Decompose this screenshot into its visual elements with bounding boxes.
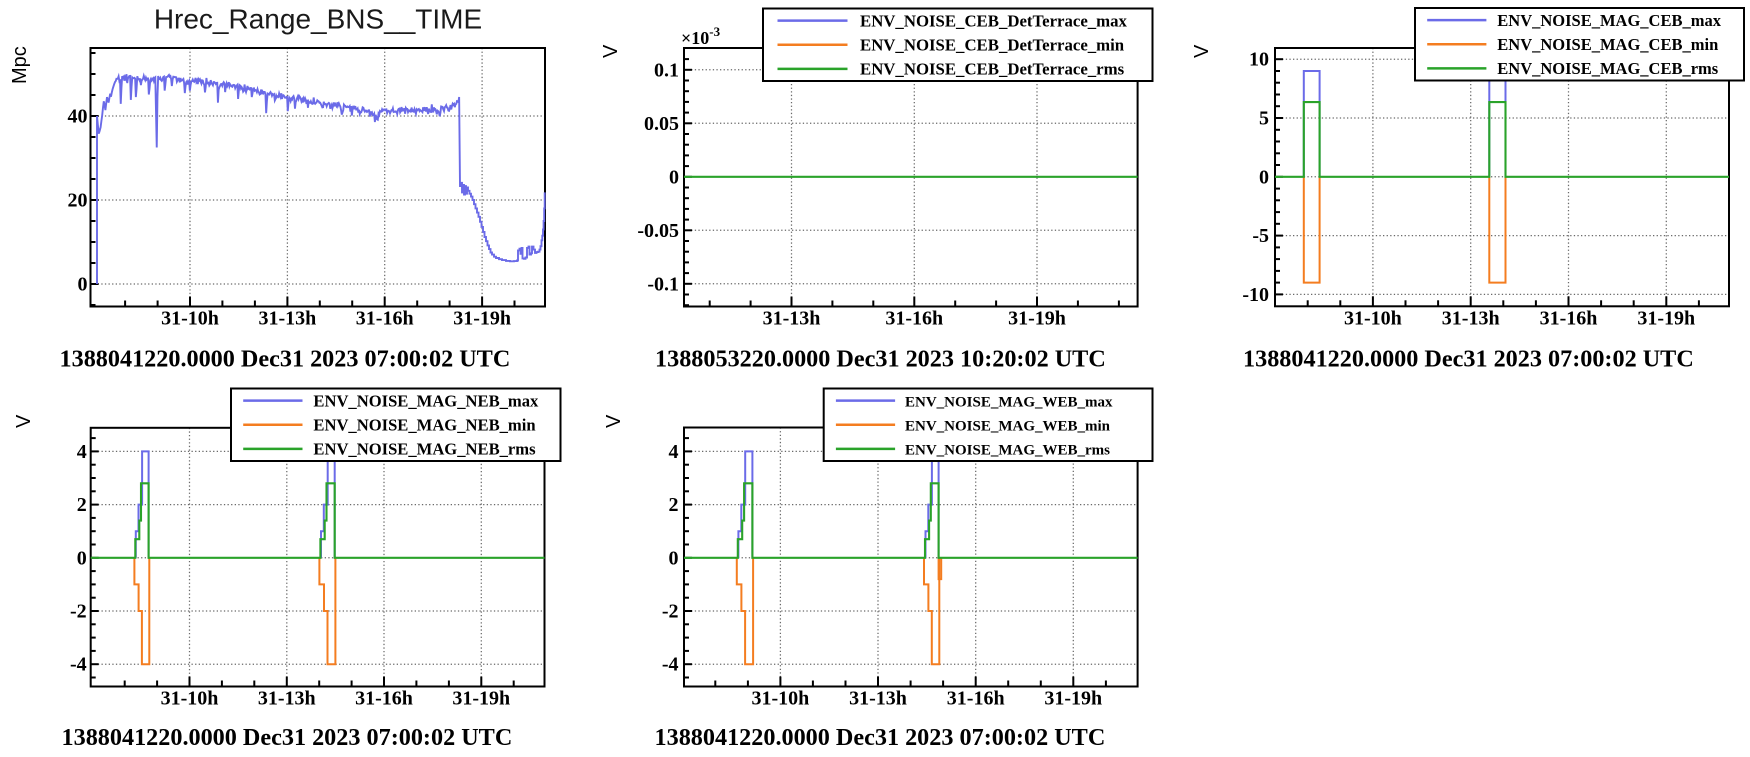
svg-text:31-19h: 31-19h bbox=[1637, 307, 1695, 329]
svg-text:V: V bbox=[600, 44, 622, 58]
svg-text:-5: -5 bbox=[1252, 225, 1269, 247]
svg-text:31-19h: 31-19h bbox=[1044, 688, 1102, 710]
svg-text:31-16h: 31-16h bbox=[355, 688, 413, 710]
svg-text:31-13h: 31-13h bbox=[1442, 307, 1500, 329]
svg-text:ENV_NOISE_MAG_NEB_min: ENV_NOISE_MAG_NEB_min bbox=[313, 416, 535, 435]
svg-text:5: 5 bbox=[1259, 108, 1269, 130]
svg-text:V: V bbox=[1191, 44, 1213, 58]
svg-text:ENV_NOISE_MAG_CEB_min: ENV_NOISE_MAG_CEB_min bbox=[1497, 35, 1718, 54]
svg-text:-0.05: -0.05 bbox=[637, 220, 679, 242]
svg-text:-2: -2 bbox=[70, 601, 87, 623]
svg-text:31-16h: 31-16h bbox=[356, 308, 414, 330]
svg-text:ENV_NOISE_MAG_WEB_rms: ENV_NOISE_MAG_WEB_rms bbox=[905, 443, 1110, 459]
svg-text:31-16h: 31-16h bbox=[947, 688, 1005, 710]
svg-text:31-13h: 31-13h bbox=[259, 308, 317, 330]
svg-text:0.05: 0.05 bbox=[644, 113, 679, 135]
svg-text:V: V bbox=[603, 414, 625, 428]
svg-text:2: 2 bbox=[669, 494, 679, 516]
svg-text:-4: -4 bbox=[662, 654, 679, 676]
svg-text:ENV_NOISE_MAG_WEB_min: ENV_NOISE_MAG_WEB_min bbox=[905, 419, 1111, 435]
svg-text:V: V bbox=[13, 414, 35, 428]
svg-text:31-13h: 31-13h bbox=[849, 688, 907, 710]
svg-text:31-10h: 31-10h bbox=[161, 308, 219, 330]
svg-text:ENV_NOISE_MAG_NEB_max: ENV_NOISE_MAG_NEB_max bbox=[313, 391, 539, 410]
svg-text:ENV_NOISE_CEB_DetTerrace_max: ENV_NOISE_CEB_DetTerrace_max bbox=[860, 11, 1128, 30]
svg-text:ENV_NOISE_CEB_DetTerrace_rms: ENV_NOISE_CEB_DetTerrace_rms bbox=[860, 60, 1125, 79]
svg-text:ENV_NOISE_MAG_NEB_rms: ENV_NOISE_MAG_NEB_rms bbox=[313, 440, 536, 459]
svg-text:0: 0 bbox=[77, 547, 87, 569]
svg-text:1388041220.0000 Dec31 2023 07:: 1388041220.0000 Dec31 2023 07:00:02 UTC bbox=[62, 724, 513, 751]
svg-text:31-16h: 31-16h bbox=[885, 308, 943, 330]
svg-text:4: 4 bbox=[77, 441, 87, 463]
svg-text:31-13h: 31-13h bbox=[763, 308, 821, 330]
svg-text:-10: -10 bbox=[1242, 284, 1269, 306]
svg-text:1388041220.0000 Dec31 2023 07:: 1388041220.0000 Dec31 2023 07:00:02 UTC bbox=[655, 724, 1106, 751]
svg-text:20: 20 bbox=[68, 190, 88, 212]
svg-text:0: 0 bbox=[1259, 166, 1269, 188]
svg-text:1388053220.0000 Dec31 2023 10:: 1388053220.0000 Dec31 2023 10:20:02 UTC bbox=[655, 345, 1106, 372]
svg-text:ENV_NOISE_MAG_CEB_rms: ENV_NOISE_MAG_CEB_rms bbox=[1497, 59, 1719, 78]
svg-text:31-19h: 31-19h bbox=[1008, 308, 1066, 330]
svg-text:ENV_NOISE_CEB_DetTerrace_min: ENV_NOISE_CEB_DetTerrace_min bbox=[860, 36, 1125, 55]
svg-text:31-10h: 31-10h bbox=[1344, 307, 1402, 329]
svg-text:ENV_NOISE_MAG_WEB_max: ENV_NOISE_MAG_WEB_max bbox=[905, 394, 1113, 410]
svg-text:4: 4 bbox=[669, 441, 679, 463]
svg-text:-4: -4 bbox=[70, 654, 87, 676]
svg-text:31-10h: 31-10h bbox=[161, 688, 219, 710]
svg-text:Mpc: Mpc bbox=[9, 46, 31, 84]
svg-text:0.1: 0.1 bbox=[654, 59, 679, 81]
svg-text:1388041220.0000 Dec31 2023 07:: 1388041220.0000 Dec31 2023 07:00:02 UTC bbox=[1243, 345, 1694, 372]
svg-text:ENV_NOISE_MAG_CEB_max: ENV_NOISE_MAG_CEB_max bbox=[1497, 11, 1721, 30]
svg-text:2: 2 bbox=[77, 494, 87, 516]
svg-text:0: 0 bbox=[78, 274, 88, 296]
svg-text:1388041220.0000 Dec31 2023 07:: 1388041220.0000 Dec31 2023 07:00:02 UTC bbox=[60, 345, 511, 372]
svg-text:40: 40 bbox=[68, 106, 88, 128]
svg-text:-2: -2 bbox=[662, 601, 679, 623]
svg-text:-0.1: -0.1 bbox=[647, 273, 679, 295]
svg-text:31-10h: 31-10h bbox=[752, 688, 810, 710]
svg-text:0: 0 bbox=[669, 547, 679, 569]
svg-text:31-19h: 31-19h bbox=[452, 688, 510, 710]
svg-text:0: 0 bbox=[669, 166, 679, 188]
svg-text:31-16h: 31-16h bbox=[1540, 307, 1598, 329]
svg-text:10: 10 bbox=[1249, 49, 1269, 71]
svg-text:31-13h: 31-13h bbox=[258, 688, 316, 710]
svg-text:Hrec_Range_BNS__TIME: Hrec_Range_BNS__TIME bbox=[154, 4, 482, 35]
svg-text:31-19h: 31-19h bbox=[453, 308, 511, 330]
